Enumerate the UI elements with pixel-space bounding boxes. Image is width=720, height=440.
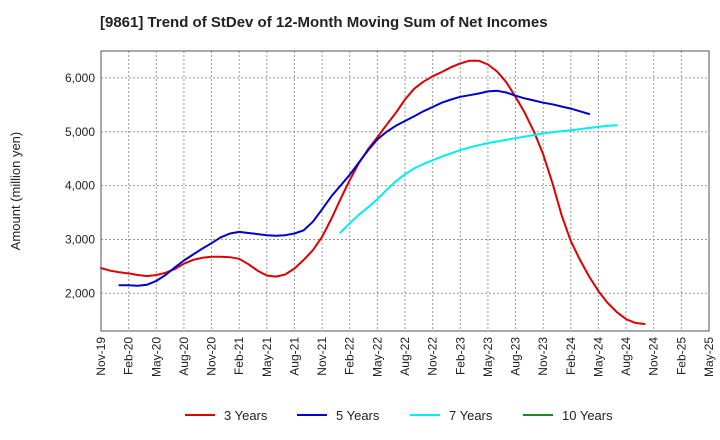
- x-tick-label: May-25: [702, 337, 716, 377]
- y-tick-label: 3,000: [65, 232, 95, 246]
- x-tick-label: Nov-21: [315, 337, 329, 376]
- series-line-5-years: [118, 89, 591, 287]
- x-tick-label: Feb-20: [122, 337, 136, 375]
- x-tick-labels: Nov-19 Feb-20 May-20 Aug-20 Nov-20 Feb-21 May-…: [94, 337, 716, 377]
- x-tick-label: Feb-23: [453, 337, 467, 375]
- series-line-3-years: [100, 59, 646, 325]
- y-tick-labels: 2,000 3,000 4,000 5,000 6,000: [65, 71, 95, 300]
- y-tick-label: 2,000: [65, 286, 95, 300]
- legend-label: 3 Years: [224, 408, 268, 423]
- x-tick-label: Feb-21: [232, 337, 246, 375]
- x-tick-label: May-23: [481, 337, 495, 377]
- legend: 3 Years 5 Years 7 Years 10 Years: [185, 408, 613, 423]
- series-line-7-years: [339, 124, 618, 234]
- x-tick-label: Aug-20: [177, 337, 191, 376]
- x-tick-label: Nov-23: [536, 337, 550, 376]
- x-tick-label: Feb-25: [674, 337, 688, 375]
- series-layer: [100, 59, 646, 325]
- y-tick-label: 6,000: [65, 71, 95, 85]
- x-tick-label: Nov-24: [647, 337, 661, 376]
- x-tick-label: May-20: [149, 337, 163, 377]
- legend-label: 5 Years: [336, 408, 380, 423]
- legend-label: 10 Years: [562, 408, 613, 423]
- x-tick-label: May-21: [260, 337, 274, 377]
- x-tick-label: Nov-19: [94, 337, 108, 376]
- chart-title: [9861] Trend of StDev of 12-Month Moving…: [100, 14, 548, 31]
- y-tick-label: 4,000: [65, 179, 95, 193]
- x-tick-label: Nov-20: [205, 337, 219, 376]
- y-tick-label: 5,000: [65, 125, 95, 139]
- plot-frame: [100, 50, 710, 332]
- x-tick-label: Aug-24: [619, 337, 633, 376]
- x-tick-label: Aug-22: [398, 337, 412, 376]
- x-tick-label: May-24: [591, 337, 605, 377]
- x-tick-label: May-22: [370, 337, 384, 377]
- x-tick-label: Aug-23: [509, 337, 523, 376]
- x-tick-label: Aug-21: [287, 337, 301, 376]
- x-tick-label: Feb-24: [564, 337, 578, 375]
- x-tick-label: Nov-22: [426, 337, 440, 376]
- x-tick-label: Feb-22: [343, 337, 357, 375]
- y-axis-label: Amount (million yen): [8, 132, 23, 251]
- legend-label: 7 Years: [449, 408, 493, 423]
